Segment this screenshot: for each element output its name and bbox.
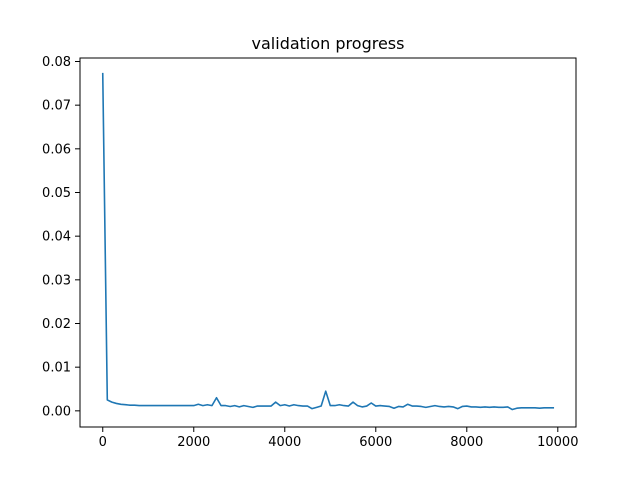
x-tick-label: 0 — [99, 435, 107, 450]
y-tick-label: 0.05 — [42, 186, 71, 201]
y-tick-label: 0.01 — [42, 361, 71, 376]
y-tick-label: 0.00 — [42, 404, 71, 419]
x-tick-label: 2000 — [177, 435, 210, 450]
x-tick-label: 6000 — [359, 435, 392, 450]
x-tick-label: 4000 — [268, 435, 301, 450]
y-tick-label: 0.08 — [42, 55, 71, 70]
y-tick-label: 0.02 — [42, 317, 71, 332]
x-tick-label: 10000 — [537, 435, 578, 450]
y-tick-label: 0.03 — [42, 273, 71, 288]
y-tick-label: 0.06 — [42, 142, 71, 157]
axis-ticks: 0 2000 4000 6000 8000 10000 0.00 0.01 0.02 0.03 0.… — [42, 55, 578, 450]
y-tick-label: 0.07 — [42, 99, 71, 114]
series-line-0 — [101, 72, 555, 411]
chart-title: validation progress — [252, 34, 405, 53]
x-tick-label: 8000 — [450, 435, 483, 450]
y-tick-label: 0.04 — [42, 230, 71, 245]
series-layer — [101, 72, 555, 411]
plot-frame — [79, 57, 577, 428]
